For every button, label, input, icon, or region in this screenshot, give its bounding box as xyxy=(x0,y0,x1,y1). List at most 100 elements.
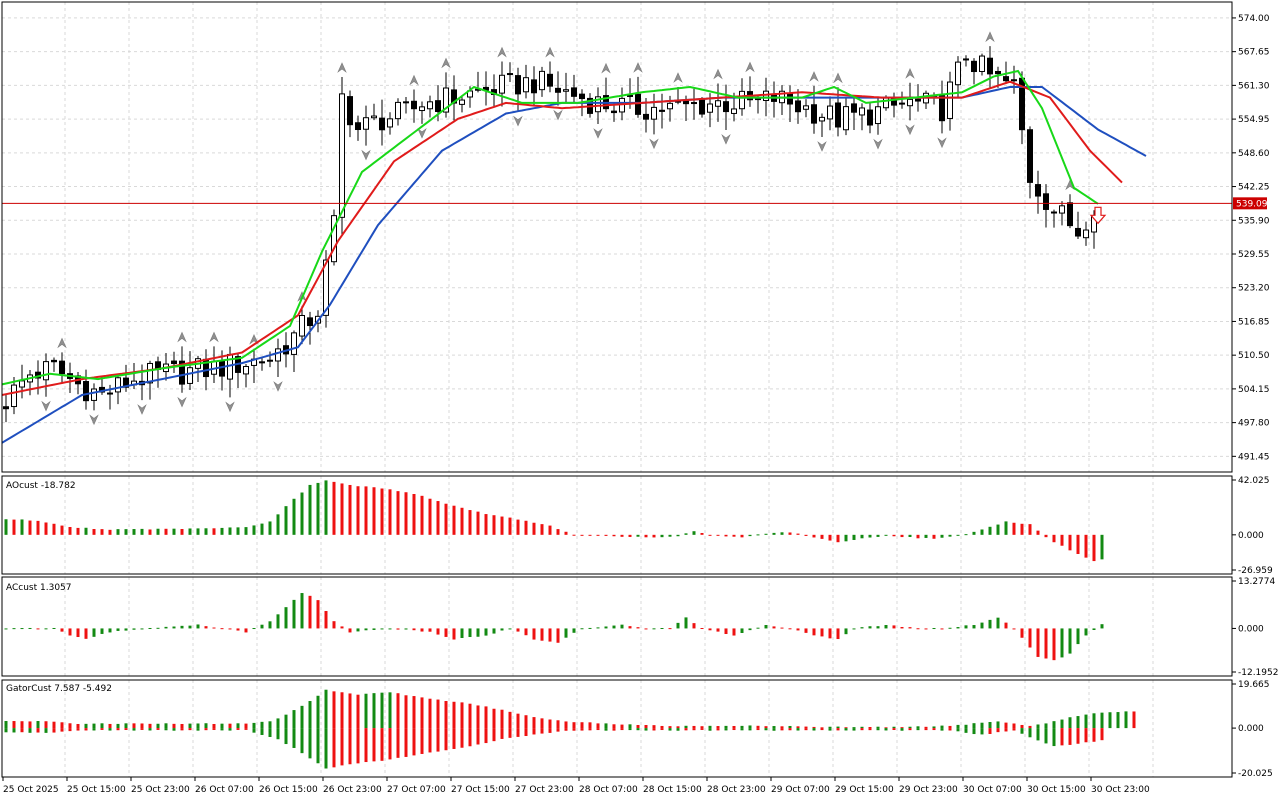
candle[interactable] xyxy=(939,95,945,122)
candle[interactable] xyxy=(715,100,721,107)
candle[interactable] xyxy=(723,101,729,113)
candle[interactable] xyxy=(1043,193,1049,210)
candle[interactable] xyxy=(1011,79,1017,82)
candle[interactable] xyxy=(539,70,545,91)
candle[interactable] xyxy=(819,116,825,122)
candle[interactable] xyxy=(11,384,17,408)
candle[interactable] xyxy=(739,90,745,110)
candle[interactable] xyxy=(91,388,97,401)
candle[interactable] xyxy=(507,73,513,76)
candle[interactable] xyxy=(955,61,961,86)
candle[interactable] xyxy=(835,102,841,128)
candle[interactable] xyxy=(3,406,9,410)
candle[interactable] xyxy=(443,87,449,113)
candle[interactable] xyxy=(811,104,817,124)
candle[interactable] xyxy=(123,377,129,388)
candle[interactable] xyxy=(523,77,529,93)
candle[interactable] xyxy=(707,103,713,113)
candle[interactable] xyxy=(579,93,585,100)
candle[interactable] xyxy=(531,79,537,94)
candle[interactable] xyxy=(883,97,889,109)
candle[interactable] xyxy=(515,75,521,95)
candle[interactable] xyxy=(827,105,833,120)
candle[interactable] xyxy=(107,392,113,395)
candle[interactable] xyxy=(843,106,849,131)
price-panel[interactable] xyxy=(1,31,1232,444)
candle[interactable] xyxy=(995,70,1001,75)
candle[interactable] xyxy=(499,74,505,94)
candle[interactable] xyxy=(259,361,265,364)
candle[interactable] xyxy=(947,81,953,119)
candle[interactable] xyxy=(875,106,881,125)
candle[interactable] xyxy=(755,98,761,101)
candle[interactable] xyxy=(179,360,185,385)
candle[interactable] xyxy=(379,117,385,131)
candle[interactable] xyxy=(651,106,657,120)
candle[interactable] xyxy=(803,105,809,110)
candle[interactable] xyxy=(1003,76,1009,82)
ac-panel[interactable] xyxy=(4,593,1104,661)
candle[interactable] xyxy=(355,122,361,131)
candle[interactable] xyxy=(19,380,25,388)
candle[interactable] xyxy=(699,98,705,115)
candle[interactable] xyxy=(331,215,337,263)
candle[interactable] xyxy=(547,73,553,87)
candle[interactable] xyxy=(307,317,313,327)
candle[interactable] xyxy=(859,107,865,116)
candle[interactable] xyxy=(243,366,249,375)
candle[interactable] xyxy=(299,314,305,337)
candle[interactable] xyxy=(659,109,665,112)
candle[interactable] xyxy=(1051,211,1057,214)
candle[interactable] xyxy=(427,101,433,110)
candle[interactable] xyxy=(963,58,969,61)
candle[interactable] xyxy=(627,94,633,97)
candle[interactable] xyxy=(667,102,673,110)
candle[interactable] xyxy=(635,93,641,115)
candle[interactable] xyxy=(915,98,921,102)
candle[interactable] xyxy=(51,359,57,363)
candle[interactable] xyxy=(571,87,577,97)
candle[interactable] xyxy=(171,360,177,365)
candle[interactable] xyxy=(1035,184,1041,197)
candle[interactable] xyxy=(435,100,441,112)
candle[interactable] xyxy=(851,103,857,113)
candle[interactable] xyxy=(1067,202,1073,227)
candle[interactable] xyxy=(563,89,569,92)
candle[interactable] xyxy=(731,108,737,114)
candle[interactable] xyxy=(267,359,273,362)
candle[interactable] xyxy=(187,367,193,384)
candle[interactable] xyxy=(795,100,801,113)
candle[interactable] xyxy=(979,55,985,72)
candle[interactable] xyxy=(387,118,393,128)
candle[interactable] xyxy=(371,115,377,119)
candle[interactable] xyxy=(43,361,49,381)
candle[interactable] xyxy=(1027,129,1033,183)
candle[interactable] xyxy=(147,362,153,384)
candle[interactable] xyxy=(419,106,425,112)
candle[interactable] xyxy=(1059,205,1065,214)
candle[interactable] xyxy=(59,360,65,375)
candle[interactable] xyxy=(611,110,617,114)
candle[interactable] xyxy=(411,100,417,110)
candle[interactable] xyxy=(1083,229,1089,239)
candle[interactable] xyxy=(291,332,297,355)
candle[interactable] xyxy=(987,57,993,75)
candle[interactable] xyxy=(339,93,345,218)
candle[interactable] xyxy=(907,98,913,107)
candle[interactable] xyxy=(691,102,697,105)
candle[interactable] xyxy=(403,101,409,104)
candle[interactable] xyxy=(323,259,329,316)
candle[interactable] xyxy=(643,113,649,120)
candle[interactable] xyxy=(275,348,281,362)
candle[interactable] xyxy=(363,117,369,130)
ao-panel[interactable] xyxy=(4,480,1104,562)
candle[interactable] xyxy=(347,96,353,126)
candle[interactable] xyxy=(787,92,793,105)
candle[interactable] xyxy=(459,99,465,105)
candle[interactable] xyxy=(763,90,769,101)
candle[interactable] xyxy=(1075,227,1081,237)
candle[interactable] xyxy=(115,377,121,393)
candle[interactable] xyxy=(395,101,401,120)
